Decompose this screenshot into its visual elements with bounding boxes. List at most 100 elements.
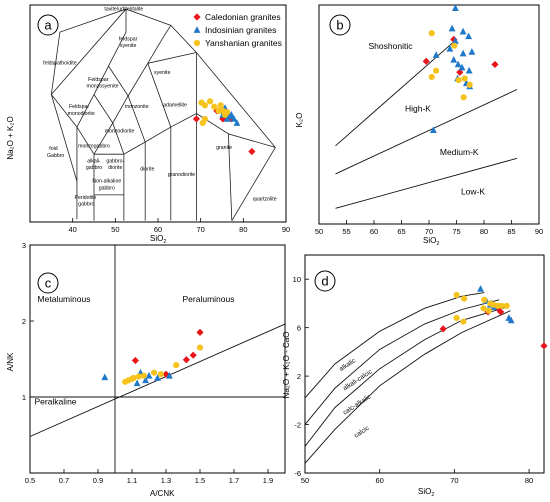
x-tick-label: 50 [301,476,309,485]
indosinian-point-5 [227,111,235,118]
x-tick-label: 60 [376,476,384,485]
field-label-21: granodiorite [168,172,196,178]
panel-c-data-points [101,328,204,387]
panel-d-frame [304,254,545,474]
y-tick-label: 2 [22,317,26,326]
field-label-2: syenite [120,43,137,49]
caledonian-point-3 [540,342,548,350]
region-label-0: Shoshonitic [369,41,414,51]
x-tick-label: 70 [425,227,433,236]
panel-a-x-axis-label: SiO2 [150,234,166,245]
x-tick-label: 90 [282,225,290,234]
region-label-1: High-K [405,103,431,113]
malk-boundary-2 [304,306,507,447]
field-label-5: monzosyenite [87,84,119,90]
y-tick-label: 10 [293,275,301,284]
yanshanian-point-8 [498,302,505,309]
k-boundary-line-1 [335,89,518,175]
caledonian-point-4 [497,308,505,316]
yanshanian-point-2 [206,98,214,105]
malk-boundary-0 [304,292,485,399]
yanshanian-point-10 [221,111,229,118]
indosinian-point-6 [165,371,173,379]
legend-marker-yanshanian [193,39,201,47]
x-tick-label: 65 [397,227,405,236]
panel-a-field-boundaries [50,8,276,221]
svg-text:d: d [321,274,328,289]
x-tick-label: 1.7 [229,476,239,485]
x-tick-label: 90 [535,227,543,236]
field-label-20: granite [216,145,232,151]
caledonian-point-1 [131,356,139,365]
panel-d-ticks: 50 60 70 80 -6 -2 2 6 10 [293,275,534,485]
x-tick-label: 55 [342,227,350,236]
tas-field-boundary-6 [108,65,129,97]
indosinian-point-14 [429,126,437,133]
indosinian-point-13 [432,51,440,58]
yanshanian-point-7 [451,42,458,49]
legend-label-caledonian: Caledonian granites [205,12,281,22]
indosinian-point-16 [458,63,466,71]
tas-field-boundary-4 [76,126,95,221]
tas-field-boundary-20 [228,133,233,221]
panel-b-x-axis-label: SiO2 [423,236,439,247]
x-tick-label: 0.7 [59,476,69,485]
indosinian-point-2 [459,27,467,35]
panel-a-x-ticks: 40 50 60 70 80 90 [68,218,290,234]
caledonian-point-0 [439,325,447,333]
yanshanian-point-4 [140,372,147,379]
x-tick-label: 0.5 [25,476,35,485]
field-label-9: monzonite [125,104,149,110]
yanshanian-point-5 [428,73,435,81]
indosinian-point-3 [451,37,459,44]
panel-b-y-axis-label: K₂O [295,113,304,128]
yanshanian-point-0 [428,30,435,37]
field-label-11: foid [49,146,57,152]
indosinian-point-1 [448,24,456,32]
panel-d-boundaries [304,292,511,464]
yanshanian-point-1 [201,102,209,109]
yanshanian-point-6 [173,361,180,369]
series-label-1: alkali-calcic [342,368,374,392]
panel-d-data-points [439,285,548,350]
panel-b-k2o-diagram: 50 55 60 65 70 75 80 85 90 Shoshonitic High-K Medi… [295,4,543,247]
yanshanian-point-11 [480,305,487,312]
tas-field-boundary-2 [51,8,127,95]
indosinian-point-7 [233,119,241,126]
panel-c-ticks: 0.5 0.7 0.9 1.1 1.3 1.5 1.7 1.9 1 2 3 [22,241,273,485]
indosinian-point-0 [451,4,459,11]
indosinian-point-7 [454,60,462,68]
region-label-2: Peralkaline [34,397,76,407]
region-label-1: Peraluminous [183,294,235,304]
x-tick-label: 70 [450,476,458,485]
x-tick-label: 1.3 [161,476,171,485]
y-tick-label: -6 [294,469,301,478]
panel-c-region-labels: Metaluminous Peraluminous Peralkaline [34,294,234,407]
panel-b-region-labels: Shoshonitic High-K Medium-K Low-K [369,41,486,196]
tas-field-boundary-11 [147,63,172,128]
legend-marker-indosinian [193,26,201,33]
x-tick-label: 75 [452,227,460,236]
x-tick-label: 1.5 [195,476,205,485]
yanshanian-point-4 [481,296,488,303]
field-label-3: feldspathoidite [43,61,77,67]
malk-boundary-1 [304,299,500,425]
caledonian-point-0 [192,115,200,123]
y-tick-label: 6 [297,324,301,333]
legend-label-indosinian: Indosinian granites [205,25,276,35]
series-label-2: calc-alkalic [342,393,373,417]
caledonian-point-5 [248,147,256,156]
svg-text:b: b [336,18,343,33]
legend-label-yanshanian: Yanshanian granites [205,38,282,48]
field-label-0: tavite/urtite/italite [104,6,143,12]
tas-field-boundary-10 [127,95,146,143]
indosinian-point-2 [142,376,150,384]
field-label-17: gabbro- [106,158,124,164]
yanshanian-point-8 [130,374,137,382]
region-label-2: Medium-K [440,147,479,157]
panel-d-x-axis-label: SiO2 [418,487,434,498]
svg-text:a: a [44,18,52,33]
caledonian-point-3 [182,356,190,364]
panel-a-field-labels: tavite/urtite/italitefeldsparsyenitefeld… [43,6,277,207]
